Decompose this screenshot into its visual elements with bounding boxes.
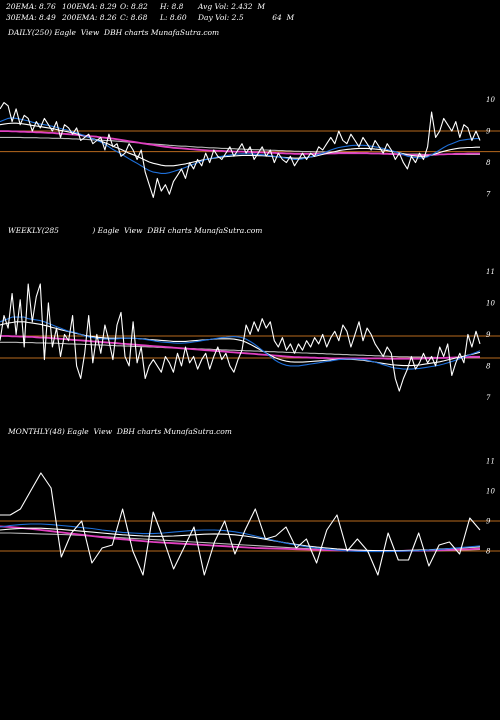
daily-price-line: [0, 102, 481, 198]
header-ema200: 200EMA: 8.26: [62, 13, 117, 22]
header-open: O: 8.82: [120, 2, 148, 11]
weekly-ema100-line: [0, 335, 480, 360]
monthly-ytick-label: 10: [486, 488, 495, 496]
weekly-panel-label: WEEKLY(285 ) Eagle View DBH charts Munaf…: [8, 226, 263, 235]
daily-ytick-label: 7: [486, 191, 491, 199]
header-high: H: 8.8: [160, 2, 184, 11]
header-ema100: 100EMA: 8.29: [62, 2, 117, 11]
monthly-ema30-line: [0, 527, 481, 552]
header-low: L: 8.60: [160, 13, 187, 22]
monthly-ytick-label: 9: [486, 518, 491, 526]
daily-chart: 7 8 9 10: [0, 96, 500, 199]
daily-ytick-label: 9: [486, 128, 491, 136]
daily-ema20-line: [0, 117, 480, 174]
daily-ema30-line: [0, 122, 480, 167]
weekly-ema200-line: [0, 341, 480, 359]
header-day-vol: Day Vol: 2.5 64 M: [198, 13, 295, 22]
monthly-chart: 8 9 10 11: [0, 458, 500, 576]
monthly-ytick-label: 11: [486, 458, 495, 466]
weekly-ytick-label: 11: [486, 268, 495, 276]
weekly-chart: 7 8 9 10 11: [0, 268, 500, 402]
weekly-ema20-line: [0, 316, 481, 370]
monthly-price-line: [0, 472, 481, 576]
monthly-ytick-label: 8: [486, 548, 491, 556]
daily-panel-label: DAILY(250) Eagle View DBH charts MunafaS…: [8, 28, 220, 37]
weekly-ytick-label: 9: [486, 331, 491, 339]
weekly-ytick-label: 7: [486, 394, 491, 402]
header-close: C: 8.68: [120, 13, 148, 22]
header-ema30: 30EMA: 8.49: [6, 13, 56, 22]
header-ema20: 20EMA: 8.76: [6, 2, 56, 11]
weekly-price-line: [0, 283, 481, 392]
weekly-ytick-label: 8: [486, 362, 491, 370]
weekly-ytick-label: 10: [486, 299, 495, 307]
header-avg-vol: Avg Vol: 2.432 M: [198, 2, 266, 11]
daily-ytick-label: 8: [486, 159, 491, 167]
monthly-ema20-line: [0, 523, 481, 553]
monthly-panel-label: MONTHLY(48) Eagle View DBH charts Munafa…: [8, 427, 232, 436]
daily-ytick-label: 10: [486, 96, 495, 104]
